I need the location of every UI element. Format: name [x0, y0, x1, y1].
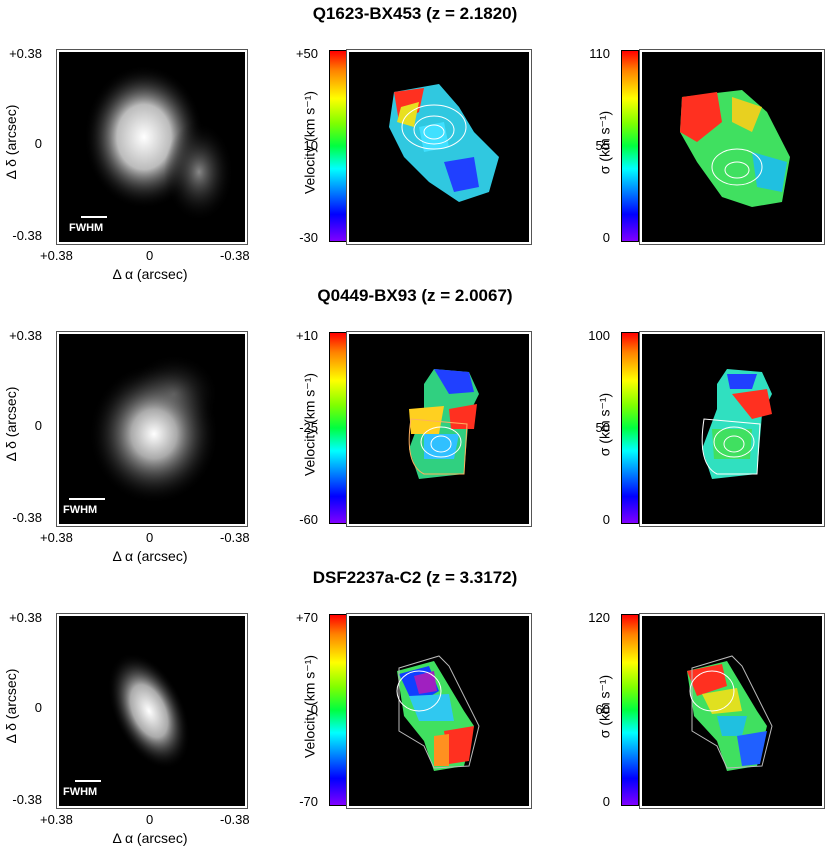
row-title: Q0449-BX93 (z = 2.0067) — [317, 286, 513, 305]
velocity-map — [346, 49, 532, 245]
fwhm-label: FWHM — [69, 222, 104, 234]
image-xtick-left: +0.38 — [40, 530, 73, 545]
velocity-tick-top: +10 — [295, 328, 318, 343]
dispersion-map — [639, 49, 825, 245]
row-title: Q1623-BX453 (z = 2.1820) — [312, 4, 518, 23]
image-ytick-bot: -0.38 — [12, 228, 42, 243]
image-ytick-top: +0.38 — [9, 46, 42, 61]
velocity-tick-top: +50 — [295, 46, 318, 61]
image-xtick-mid: 0 — [146, 248, 154, 263]
dispersion-colorbar — [621, 50, 639, 242]
velocity-colorbar — [329, 332, 347, 524]
dispersion-tick-mid: 60 — [595, 702, 610, 717]
dispersion-map — [639, 331, 825, 527]
velocity-tick-top: +70 — [295, 610, 318, 625]
velocity-map — [346, 331, 532, 527]
dispersion-tick-mid: 55 — [595, 138, 610, 153]
image-x-label: Δ α (arcsec) — [112, 266, 188, 282]
image-xtick-left: +0.38 — [40, 812, 73, 827]
image-ytick-bot: -0.38 — [12, 792, 42, 807]
image-xtick-mid: 0 — [146, 530, 154, 545]
dispersion-map — [639, 613, 825, 809]
velocity-tick-mid: 10 — [303, 138, 318, 153]
galaxy-row-2: Q0449-BX93 (z = 2.0067) Δ δ (arcsec) +0.… — [0, 286, 830, 566]
image-xtick-right: -0.38 — [220, 530, 250, 545]
dispersion-tick-top: 110 — [589, 46, 610, 61]
image-xtick-right: -0.38 — [220, 812, 250, 827]
velocity-colorbar — [329, 614, 347, 806]
velocity-tick-bot: -30 — [299, 230, 318, 245]
image-xtick-left: +0.38 — [40, 248, 73, 263]
dispersion-tick-mid: 50 — [595, 420, 610, 435]
dispersion-tick-top: 100 — [588, 328, 610, 343]
image-ytick-bot: -0.38 — [12, 510, 42, 525]
galaxy-row-3: DSF2237a-C2 (z = 3.3172) Δ δ (arcsec) +0… — [0, 568, 830, 848]
galaxy-row-1: Q1623-BX453 (z = 2.1820) Δ δ (arcsec) +0… — [0, 4, 830, 284]
fwhm-scale-bar — [69, 498, 105, 500]
image-xtick-mid: 0 — [146, 812, 154, 827]
velocity-tick-mid: -25 — [299, 420, 318, 435]
image-ytick-top: +0.38 — [9, 610, 42, 625]
image-ytick-mid: 0 — [34, 700, 42, 715]
image-ytick-mid: 0 — [34, 418, 42, 433]
image-ytick-top: +0.38 — [9, 328, 42, 343]
dispersion-colorbar — [621, 332, 639, 524]
row-title: DSF2237a-C2 (z = 3.3172) — [312, 568, 518, 587]
fwhm-label: FWHM — [63, 786, 98, 798]
dispersion-tick-top: 120 — [588, 610, 610, 625]
velocity-tick-mid: 0 — [310, 702, 318, 717]
continuum-image: FWHM — [56, 49, 248, 245]
fwhm-scale-bar — [81, 216, 107, 218]
image-x-label: Δ α (arcsec) — [112, 830, 188, 846]
velocity-map — [346, 613, 532, 809]
continuum-image: FWHM — [56, 331, 248, 527]
dispersion-tick-bot: 0 — [602, 794, 610, 809]
dispersion-tick-bot: 0 — [602, 512, 610, 527]
fwhm-label: FWHM — [63, 504, 98, 516]
dispersion-tick-bot: 0 — [602, 230, 610, 245]
dispersion-colorbar — [621, 614, 639, 806]
continuum-image: FWHM — [56, 613, 248, 809]
velocity-tick-bot: -60 — [299, 512, 318, 527]
image-x-label: Δ α (arcsec) — [112, 548, 188, 564]
image-xtick-right: -0.38 — [220, 248, 250, 263]
image-ytick-mid: 0 — [34, 136, 42, 151]
velocity-tick-bot: -70 — [299, 794, 318, 809]
velocity-colorbar — [329, 50, 347, 242]
fwhm-scale-bar — [75, 780, 101, 782]
